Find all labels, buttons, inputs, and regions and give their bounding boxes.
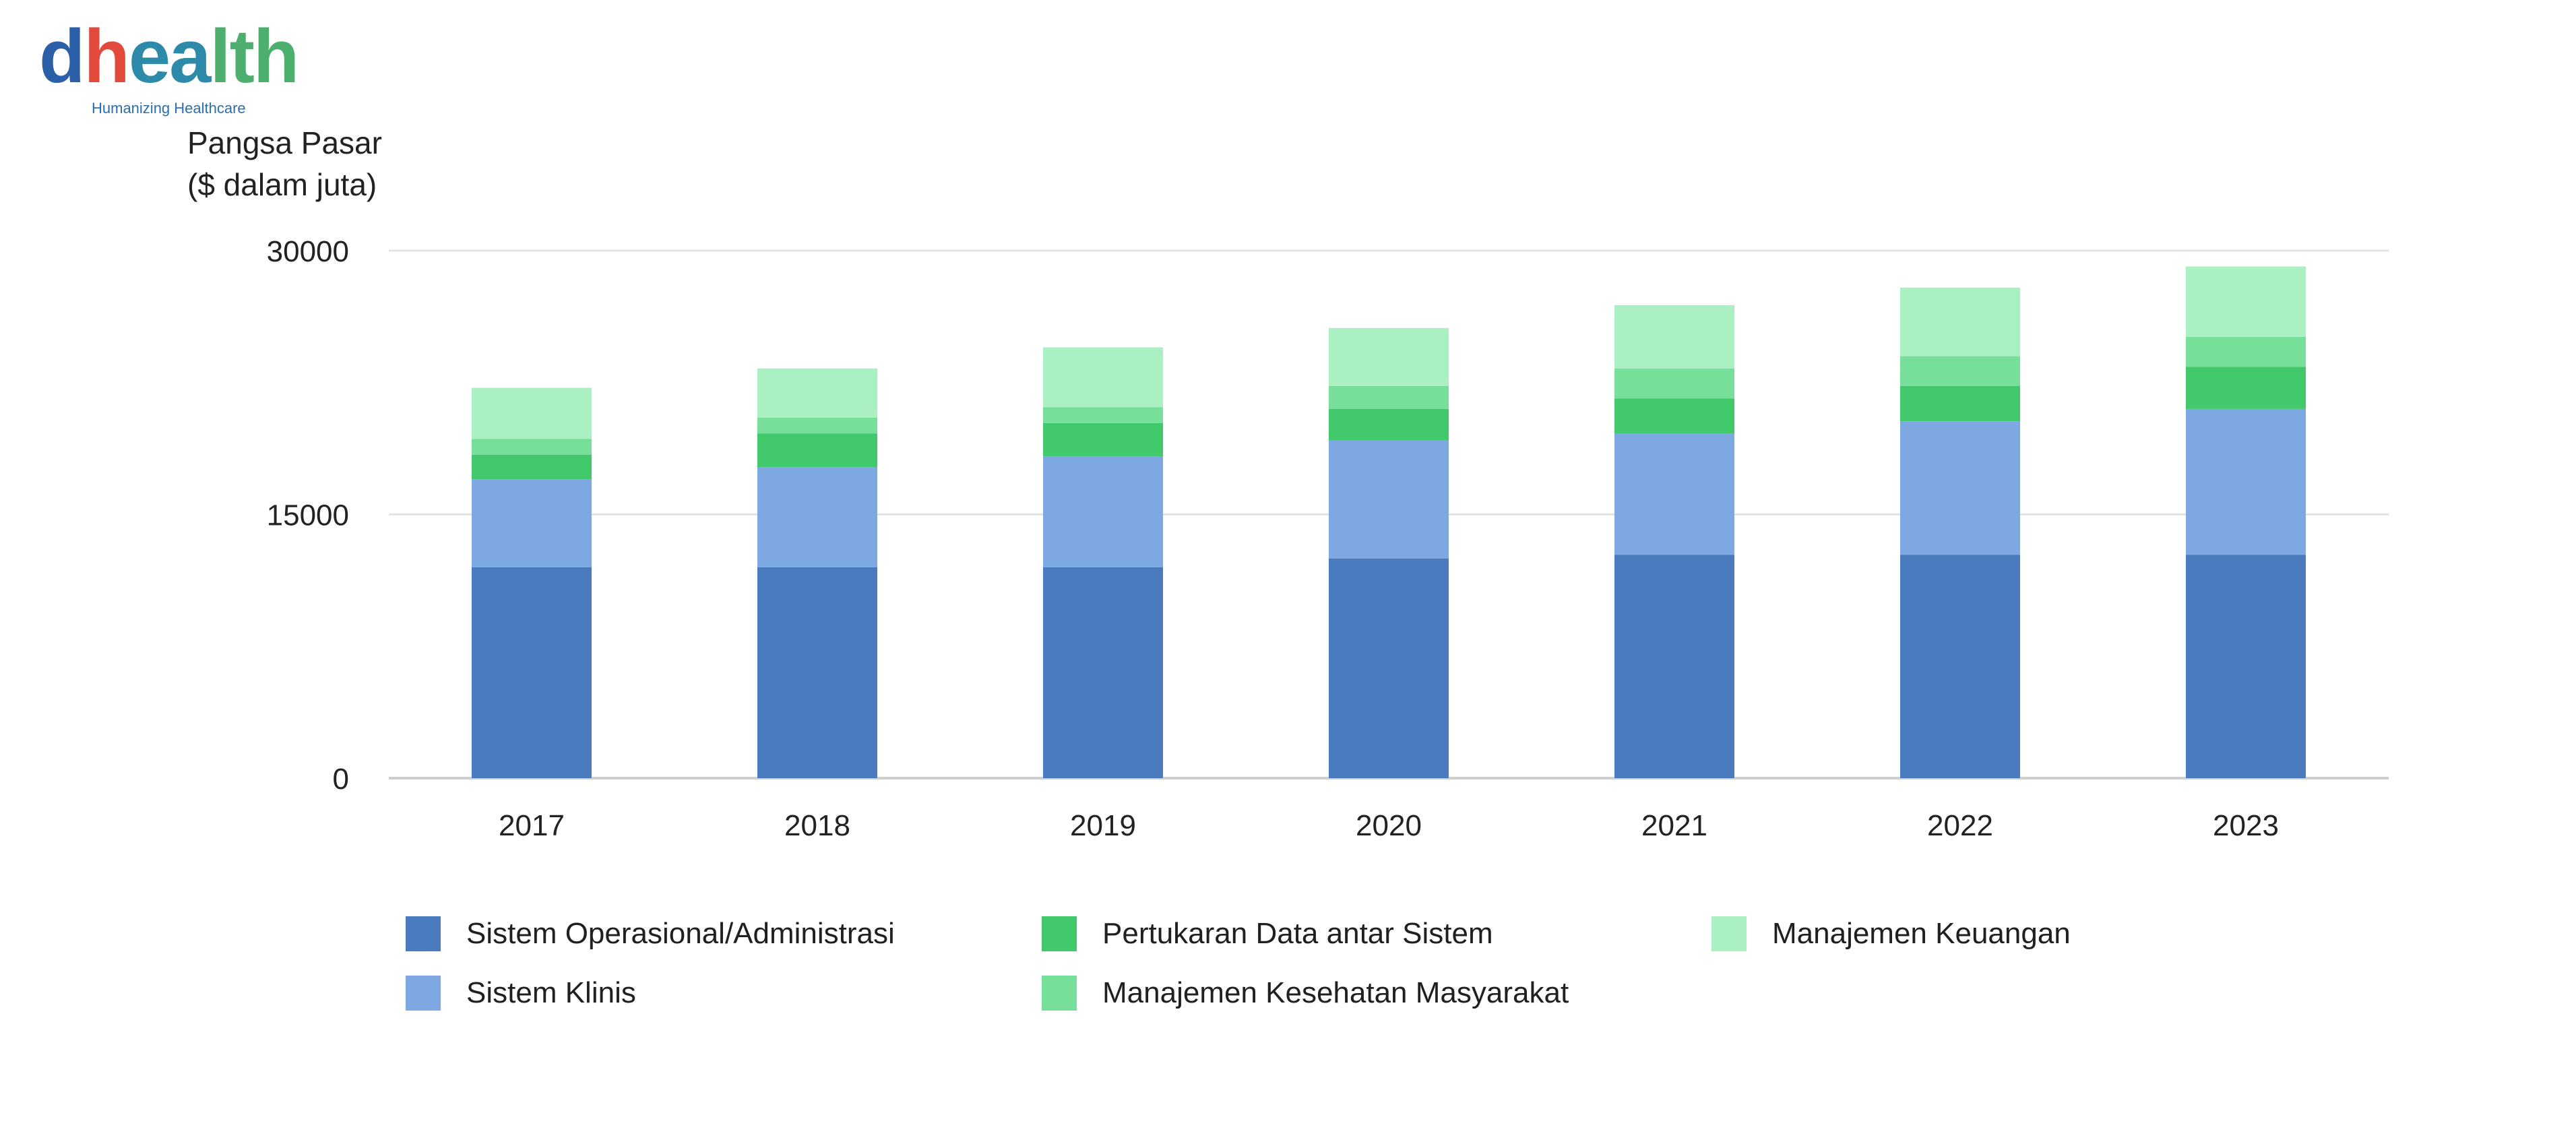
- bar-segment: [2186, 367, 2306, 409]
- bar-segment: [757, 368, 877, 418]
- bar-segment: [1043, 456, 1163, 567]
- bar-segment: [1614, 368, 1734, 399]
- bar-segment: [1614, 554, 1734, 778]
- y-axis-label-line: Pangsa Pasar: [187, 125, 382, 160]
- x-axis-ticks: 2017 2018 2019 2020 2021 2022 2023: [499, 809, 2279, 842]
- bar-segment: [1614, 305, 1734, 369]
- logo-letter: h: [253, 14, 299, 98]
- bar-segment: [1329, 440, 1449, 559]
- legend-item: Manajemen Kesehatan Masyarakat: [1042, 974, 1569, 1012]
- y-tick-label: 0: [333, 763, 349, 796]
- bar-segment: [1043, 407, 1163, 423]
- bar-stack-2019: [1043, 347, 1163, 778]
- x-tick-label: 2021: [1641, 809, 1707, 842]
- x-tick-label: 2019: [1070, 809, 1136, 842]
- bar-segment: [757, 467, 877, 567]
- legend-swatch: [1042, 976, 1077, 1011]
- bar-stack-2021: [1614, 305, 1734, 778]
- logo-letter: a: [169, 14, 211, 98]
- bar-stack-2017: [472, 387, 592, 778]
- bar-segment: [472, 479, 592, 567]
- bar-segment: [757, 417, 877, 434]
- x-tick-label: 2023: [2213, 809, 2279, 842]
- logo-wordmark: dhealth: [39, 19, 299, 94]
- bar-segment: [757, 567, 877, 778]
- legend-label: Sistem Operasional/Administrasi: [466, 917, 895, 950]
- logo-letter: t: [229, 14, 255, 98]
- bar-segment: [1043, 347, 1163, 408]
- legend-swatch: [406, 976, 441, 1011]
- bar-segment: [1900, 421, 2020, 555]
- bar-segment: [1329, 327, 1449, 386]
- bar-segment: [1329, 385, 1449, 409]
- x-tick-label: 2020: [1356, 809, 1422, 842]
- x-tick-label: 2017: [499, 809, 565, 842]
- legend-label: Pertukaran Data antar Sistem: [1102, 917, 1493, 950]
- y-axis-label: Pangsa Pasar ($ dalam juta): [187, 125, 382, 202]
- logo-letter: d: [39, 14, 85, 98]
- logo-letter: e: [128, 14, 170, 98]
- bar-stack-2020: [1329, 327, 1449, 778]
- y-axis-label-line: ($ dalam juta): [187, 167, 377, 202]
- bar-segment: [1900, 356, 2020, 386]
- y-axis-ticks: 0 15000 30000: [267, 235, 349, 796]
- y-tick-label: 30000: [267, 235, 349, 268]
- bar-segment: [1614, 398, 1734, 434]
- legend-swatch: [1042, 916, 1077, 951]
- legend: Sistem Operasional/Administrasi Sistem Kl…: [0, 915, 2576, 1050]
- logo-letter: l: [210, 14, 230, 98]
- bar-segment: [1900, 287, 2020, 356]
- legend-item: Sistem Klinis: [406, 974, 636, 1012]
- bar-segment: [472, 567, 592, 778]
- bar-segment: [472, 387, 592, 439]
- bar-segment: [1329, 558, 1449, 778]
- bar-segment: [2186, 336, 2306, 367]
- legend-item: Pertukaran Data antar Sistem: [1042, 915, 1493, 953]
- legend-label: Manajemen Keuangan: [1772, 917, 2071, 950]
- bar-segment: [1614, 433, 1734, 555]
- legend-label: Manajemen Kesehatan Masyarakat: [1102, 976, 1569, 1009]
- bar-segment: [1900, 385, 2020, 422]
- bar-segment: [472, 454, 592, 480]
- logo-tagline: Humanizing Healthcare: [92, 100, 246, 117]
- y-tick-label: 15000: [267, 499, 349, 532]
- bar-segment: [2186, 266, 2306, 337]
- brand-logo: dhealth Humanizing Healthcare: [39, 19, 299, 117]
- bars: [472, 266, 2306, 778]
- bar-segment: [1043, 422, 1163, 457]
- logo-letter: h: [84, 14, 129, 98]
- legend-item: Sistem Operasional/Administrasi: [406, 915, 895, 953]
- x-tick-label: 2018: [784, 809, 850, 842]
- bar-stack-2022: [1900, 287, 2020, 778]
- bar-segment: [2186, 554, 2306, 778]
- legend-swatch: [406, 916, 441, 951]
- legend-swatch: [1711, 916, 1747, 951]
- bar-stack-2023: [2186, 266, 2306, 778]
- bar-segment: [472, 439, 592, 455]
- bar-segment: [2186, 408, 2306, 555]
- bar-stack-2018: [757, 368, 877, 778]
- bar-segment: [757, 433, 877, 468]
- x-tick-label: 2022: [1927, 809, 1993, 842]
- legend-label: Sistem Klinis: [466, 976, 636, 1009]
- bar-segment: [1043, 567, 1163, 778]
- legend-item: Manajemen Keuangan: [1711, 915, 2071, 953]
- bar-segment: [1329, 408, 1449, 441]
- bar-segment: [1900, 554, 2020, 778]
